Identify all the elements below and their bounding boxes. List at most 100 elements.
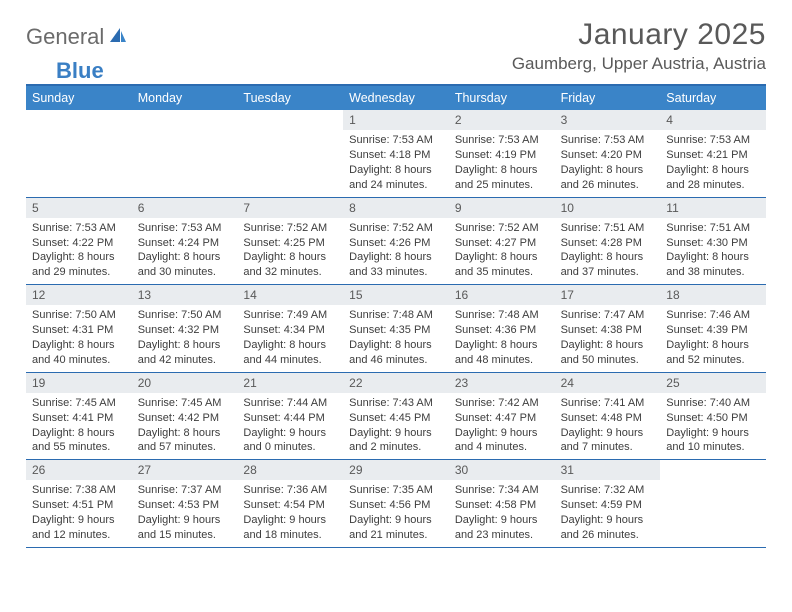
daylight-line: Daylight: 8 hours and 30 minutes. xyxy=(138,250,236,280)
daylight-line: Daylight: 8 hours and 38 minutes. xyxy=(666,250,764,280)
sunset-line: Sunset: 4:56 PM xyxy=(349,498,447,513)
sunset-line: Sunset: 4:28 PM xyxy=(561,236,659,251)
day-details: Sunrise: 7:40 AMSunset: 4:50 PMDaylight:… xyxy=(660,393,766,459)
daylight-line: Daylight: 9 hours and 18 minutes. xyxy=(243,513,341,543)
sunset-line: Sunset: 4:39 PM xyxy=(666,323,764,338)
sunset-line: Sunset: 4:18 PM xyxy=(349,148,447,163)
day-details: Sunrise: 7:45 AMSunset: 4:41 PMDaylight:… xyxy=(26,393,132,459)
day-number: 7 xyxy=(237,198,343,218)
calendar-cell xyxy=(237,110,343,197)
calendar-cell: 10Sunrise: 7:51 AMSunset: 4:28 PMDayligh… xyxy=(555,198,661,285)
daylight-line: Daylight: 8 hours and 40 minutes. xyxy=(32,338,130,368)
sunrise-line: Sunrise: 7:52 AM xyxy=(243,221,341,236)
calendar-cell: 12Sunrise: 7:50 AMSunset: 4:31 PMDayligh… xyxy=(26,285,132,372)
calendar-cell: 29Sunrise: 7:35 AMSunset: 4:56 PMDayligh… xyxy=(343,460,449,547)
month-title: January 2025 xyxy=(512,18,766,52)
day-number: 9 xyxy=(449,198,555,218)
sunset-line: Sunset: 4:32 PM xyxy=(138,323,236,338)
daylight-line: Daylight: 8 hours and 42 minutes. xyxy=(138,338,236,368)
daylight-line: Daylight: 8 hours and 44 minutes. xyxy=(243,338,341,368)
calendar-cell: 23Sunrise: 7:42 AMSunset: 4:47 PMDayligh… xyxy=(449,373,555,460)
day-details: Sunrise: 7:53 AMSunset: 4:20 PMDaylight:… xyxy=(555,130,661,196)
weekday-header-row: SundayMondayTuesdayWednesdayThursdayFrid… xyxy=(26,86,766,110)
daylight-line: Daylight: 8 hours and 37 minutes. xyxy=(561,250,659,280)
sunset-line: Sunset: 4:26 PM xyxy=(349,236,447,251)
calendar-cell xyxy=(26,110,132,197)
calendar-cell: 24Sunrise: 7:41 AMSunset: 4:48 PMDayligh… xyxy=(555,373,661,460)
calendar-week: 1Sunrise: 7:53 AMSunset: 4:18 PMDaylight… xyxy=(26,110,766,198)
day-number: 30 xyxy=(449,460,555,480)
calendar-cell: 11Sunrise: 7:51 AMSunset: 4:30 PMDayligh… xyxy=(660,198,766,285)
day-details: Sunrise: 7:43 AMSunset: 4:45 PMDaylight:… xyxy=(343,393,449,459)
day-details: Sunrise: 7:42 AMSunset: 4:47 PMDaylight:… xyxy=(449,393,555,459)
calendar-cell: 30Sunrise: 7:34 AMSunset: 4:58 PMDayligh… xyxy=(449,460,555,547)
sunrise-line: Sunrise: 7:44 AM xyxy=(243,396,341,411)
sunrise-line: Sunrise: 7:53 AM xyxy=(349,133,447,148)
day-number xyxy=(237,110,343,130)
day-number: 27 xyxy=(132,460,238,480)
logo-blue: Blue xyxy=(56,58,104,83)
calendar: SundayMondayTuesdayWednesdayThursdayFrid… xyxy=(26,84,766,548)
weekday-header: Monday xyxy=(132,86,238,110)
calendar-cell: 28Sunrise: 7:36 AMSunset: 4:54 PMDayligh… xyxy=(237,460,343,547)
weekday-header: Wednesday xyxy=(343,86,449,110)
day-number: 28 xyxy=(237,460,343,480)
logo-general: General xyxy=(26,24,104,50)
day-number: 4 xyxy=(660,110,766,130)
sunrise-line: Sunrise: 7:45 AM xyxy=(32,396,130,411)
day-number: 12 xyxy=(26,285,132,305)
daylight-line: Daylight: 9 hours and 0 minutes. xyxy=(243,426,341,456)
calendar-cell: 1Sunrise: 7:53 AMSunset: 4:18 PMDaylight… xyxy=(343,110,449,197)
sunset-line: Sunset: 4:27 PM xyxy=(455,236,553,251)
calendar-cell: 19Sunrise: 7:45 AMSunset: 4:41 PMDayligh… xyxy=(26,373,132,460)
sunset-line: Sunset: 4:21 PM xyxy=(666,148,764,163)
daylight-line: Daylight: 8 hours and 55 minutes. xyxy=(32,426,130,456)
location: Gaumberg, Upper Austria, Austria xyxy=(512,54,766,74)
daylight-line: Daylight: 9 hours and 2 minutes. xyxy=(349,426,447,456)
sunrise-line: Sunrise: 7:38 AM xyxy=(32,483,130,498)
day-number: 3 xyxy=(555,110,661,130)
day-number: 6 xyxy=(132,198,238,218)
header: General January 2025 Gaumberg, Upper Aus… xyxy=(26,18,766,74)
daylight-line: Daylight: 8 hours and 29 minutes. xyxy=(32,250,130,280)
day-number: 15 xyxy=(343,285,449,305)
daylight-line: Daylight: 8 hours and 26 minutes. xyxy=(561,163,659,193)
day-number: 29 xyxy=(343,460,449,480)
sunrise-line: Sunrise: 7:43 AM xyxy=(349,396,447,411)
calendar-week: 5Sunrise: 7:53 AMSunset: 4:22 PMDaylight… xyxy=(26,198,766,286)
sunrise-line: Sunrise: 7:35 AM xyxy=(349,483,447,498)
daylight-line: Daylight: 9 hours and 15 minutes. xyxy=(138,513,236,543)
daylight-line: Daylight: 9 hours and 10 minutes. xyxy=(666,426,764,456)
sunrise-line: Sunrise: 7:48 AM xyxy=(455,308,553,323)
calendar-cell: 27Sunrise: 7:37 AMSunset: 4:53 PMDayligh… xyxy=(132,460,238,547)
day-number: 8 xyxy=(343,198,449,218)
daylight-line: Daylight: 8 hours and 28 minutes. xyxy=(666,163,764,193)
sunset-line: Sunset: 4:41 PM xyxy=(32,411,130,426)
calendar-week: 19Sunrise: 7:45 AMSunset: 4:41 PMDayligh… xyxy=(26,373,766,461)
daylight-line: Daylight: 9 hours and 12 minutes. xyxy=(32,513,130,543)
weekday-header: Friday xyxy=(555,86,661,110)
calendar-cell: 22Sunrise: 7:43 AMSunset: 4:45 PMDayligh… xyxy=(343,373,449,460)
daylight-line: Daylight: 8 hours and 33 minutes. xyxy=(349,250,447,280)
sunrise-line: Sunrise: 7:50 AM xyxy=(32,308,130,323)
sunrise-line: Sunrise: 7:50 AM xyxy=(138,308,236,323)
day-details: Sunrise: 7:38 AMSunset: 4:51 PMDaylight:… xyxy=(26,480,132,546)
sunrise-line: Sunrise: 7:48 AM xyxy=(349,308,447,323)
calendar-cell: 16Sunrise: 7:48 AMSunset: 4:36 PMDayligh… xyxy=(449,285,555,372)
sunrise-line: Sunrise: 7:53 AM xyxy=(32,221,130,236)
day-details: Sunrise: 7:52 AMSunset: 4:27 PMDaylight:… xyxy=(449,218,555,284)
day-details: Sunrise: 7:34 AMSunset: 4:58 PMDaylight:… xyxy=(449,480,555,546)
daylight-line: Daylight: 8 hours and 24 minutes. xyxy=(349,163,447,193)
calendar-cell: 21Sunrise: 7:44 AMSunset: 4:44 PMDayligh… xyxy=(237,373,343,460)
day-details: Sunrise: 7:52 AMSunset: 4:25 PMDaylight:… xyxy=(237,218,343,284)
weekday-header: Sunday xyxy=(26,86,132,110)
sunrise-line: Sunrise: 7:32 AM xyxy=(561,483,659,498)
day-number: 11 xyxy=(660,198,766,218)
daylight-line: Daylight: 8 hours and 48 minutes. xyxy=(455,338,553,368)
sunset-line: Sunset: 4:25 PM xyxy=(243,236,341,251)
sunrise-line: Sunrise: 7:53 AM xyxy=(138,221,236,236)
day-number: 2 xyxy=(449,110,555,130)
day-details: Sunrise: 7:46 AMSunset: 4:39 PMDaylight:… xyxy=(660,305,766,371)
day-details: Sunrise: 7:37 AMSunset: 4:53 PMDaylight:… xyxy=(132,480,238,546)
day-details: Sunrise: 7:53 AMSunset: 4:19 PMDaylight:… xyxy=(449,130,555,196)
